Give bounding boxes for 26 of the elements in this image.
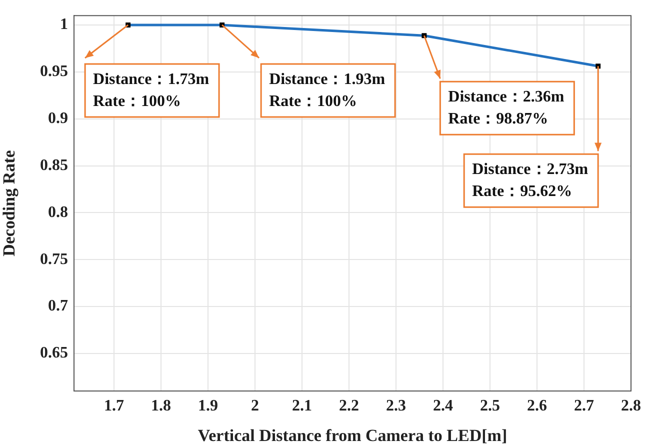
x-axis-title: Vertical Distance from Camera to LED[m]	[198, 426, 508, 446]
x-tick-label: 2	[250, 398, 259, 415]
y-tick-label: 0.65	[40, 344, 68, 362]
x-tick-label: 1.9	[198, 398, 218, 415]
y-axis-title: Decoding Rate	[0, 150, 19, 256]
annotation: Distance：1.93m Rate：100%	[269, 71, 386, 110]
x-tick-label: 1.7	[104, 398, 124, 415]
annotation: Distance：2.36m Rate：98.87%	[448, 88, 565, 128]
x-tick-label: 2.8	[621, 398, 641, 415]
x-tick-label: 1.8	[150, 398, 171, 415]
y-tick-label: 0.7	[48, 298, 68, 315]
y-tick-label: 0.95	[40, 63, 68, 80]
annotation: Distance：1.73m Rate：100%	[93, 71, 210, 110]
annotation: Distance：2.73m Rate：95.62%	[472, 161, 589, 200]
x-tick-label: 2.6	[526, 398, 547, 415]
x-tick-label: 2.4	[432, 398, 453, 415]
y-tick-label: 1	[60, 16, 68, 34]
y-tick-label: 0.9	[48, 110, 68, 127]
x-tick-label: 2.3	[386, 398, 406, 415]
y-tick-label: 0.8	[48, 204, 68, 221]
y-tick-label: 0.85	[40, 156, 68, 174]
x-tick-label: 2.1	[292, 398, 312, 415]
x-tick-label: 2.5	[480, 398, 500, 415]
y-tick-label: 0.75	[40, 250, 68, 268]
x-tick-label: 2.2	[338, 398, 359, 415]
x-tick-label: 2.7	[574, 398, 594, 415]
